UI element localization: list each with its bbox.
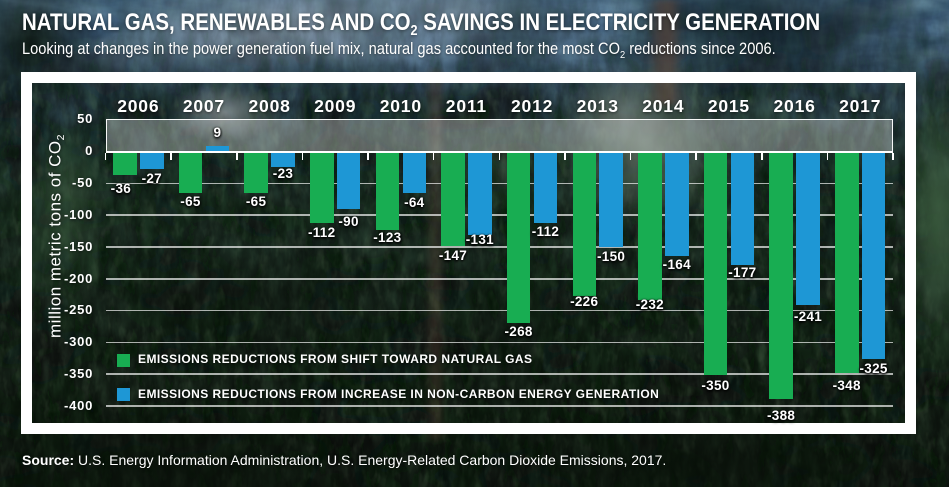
svg-text:million metric tons of CO2: million metric tons of CO2 — [46, 134, 68, 338]
